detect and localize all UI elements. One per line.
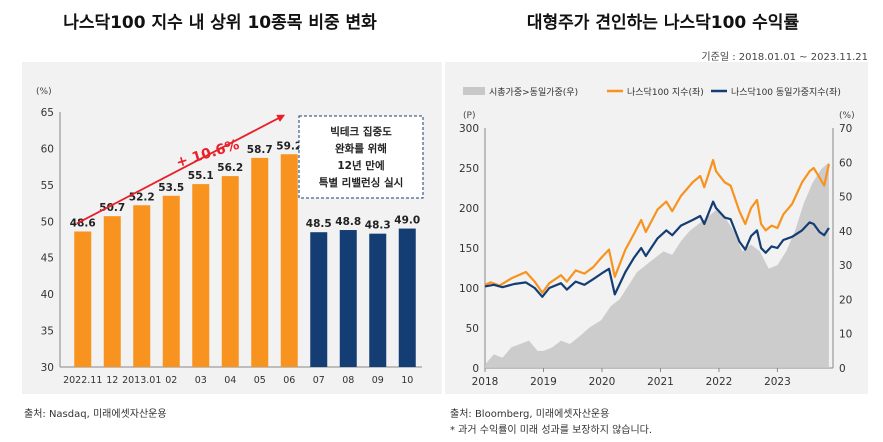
left-tick-label: 250 [459, 163, 479, 175]
right-tick-label: 30 [839, 260, 852, 272]
bar-value-label: 48.6 [70, 217, 96, 229]
bar [339, 230, 357, 367]
left-chart-title: 나스닥100 지수 내 상위 10종목 비중 변화 [63, 13, 377, 33]
x-tick-label: 03 [195, 375, 207, 386]
right-source: 출처: Bloomberg, 미래에셋자산운용 [450, 409, 610, 420]
right-tick-label: 50 [839, 192, 852, 204]
bar-value-label: 48.8 [335, 216, 361, 228]
x-tick-label: 02 [165, 375, 177, 386]
y-tick-label: 55 [41, 180, 54, 192]
y-tick-label: 65 [41, 107, 54, 119]
line-chart: 시총가중>동일가중(우) 나스닥100 지수(좌) 나스닥100 동일가중지수(좌)… [459, 87, 855, 388]
legend-label: 나스닥100 동일가중지수(좌) [731, 87, 841, 98]
y-tick-label: 45 [41, 253, 54, 265]
right-tick-label: 70 [839, 123, 852, 135]
bar-value-label: 48.5 [306, 218, 332, 230]
area-series-cap-vs-equal [485, 162, 829, 368]
left-tick-label: 50 [466, 323, 479, 335]
y-tick-label: 50 [41, 216, 54, 228]
bar [369, 233, 387, 367]
y-tick-label: 40 [41, 289, 54, 301]
left-tick-label: 150 [459, 243, 479, 255]
bar [398, 228, 416, 367]
x-tick-label: 10 [401, 375, 413, 386]
legend-swatch-gray [463, 87, 485, 95]
base-date: 기준일 : 2018.01.01 ~ 2023.11.21 [701, 52, 868, 63]
annotation-line: 빅테크 집중도 [330, 125, 392, 138]
right-axis-unit: (%) [839, 111, 855, 121]
left-tick-label: 0 [472, 363, 479, 375]
line-series-nasdaq100-equal-weight [484, 200, 830, 298]
x-tick-label: 2021 [647, 376, 674, 388]
bar-value-label: 59.2 [276, 140, 302, 152]
bar-value-label: 58.7 [247, 144, 273, 156]
bar-value-label: 48.3 [365, 220, 391, 232]
legend-label: 시총가중>동일가중(우) [489, 87, 578, 98]
bar [74, 231, 92, 367]
bar [280, 154, 298, 367]
right-tick-label: 0 [839, 363, 846, 375]
y-tick-label: 60 [41, 143, 54, 155]
left-axis-unit: (P) [463, 111, 475, 121]
bar-value-label: 56.2 [217, 162, 243, 174]
bar-value-label: 55.1 [188, 170, 214, 182]
bar-chart: (%) 30 35 40 45 50 55 60 65 48.6 2022.11 50.7 12 52.2… [36, 87, 424, 386]
bar-value-label: 49.0 [394, 215, 420, 227]
x-tick-label: 2020 [589, 376, 616, 388]
left-tick-label: 100 [459, 283, 479, 295]
y-tick-label: 30 [41, 362, 54, 374]
trend-arrow [76, 114, 286, 225]
annotation-line: 12년 만에 [337, 159, 384, 172]
x-tick-label: 07 [313, 375, 325, 386]
x-tick-label: 2022 [706, 376, 733, 388]
y-tick-label: 35 [41, 326, 54, 338]
bar [103, 216, 121, 367]
annotation-line: 특별 리밸런싱 실시 [319, 176, 404, 189]
right-note: * 과거 수익률이 미래 성과를 보장하지 않습니다. [450, 425, 653, 436]
x-tick-label: 2023 [764, 376, 791, 388]
line-series-nasdaq100 [484, 158, 830, 294]
bar-value-label: 52.2 [129, 191, 155, 203]
right-chart-title: 대형주가 견인하는 나스닥100 수익률 [526, 13, 800, 33]
x-tick-label: 09 [372, 375, 384, 386]
x-tick-label: 2018 [472, 376, 499, 388]
x-tick-label: 2022.11 [63, 375, 102, 386]
left-tick-label: 300 [459, 123, 479, 135]
bar-value-label: 50.7 [99, 202, 125, 214]
bar [192, 184, 210, 367]
x-tick-label: 2013.01 [122, 375, 161, 386]
annotation-line: 완화를 위해 [335, 142, 387, 155]
x-tick-label: 12 [106, 375, 118, 386]
right-tick-label: 10 [839, 329, 852, 341]
bar [310, 232, 328, 367]
x-tick-label: 05 [254, 375, 266, 386]
bar [133, 205, 151, 367]
x-tick-label: 2019 [530, 376, 557, 388]
bar [251, 157, 269, 367]
x-tick-label: 08 [342, 375, 354, 386]
annotation-box [298, 115, 424, 199]
bar-value-label: 53.5 [158, 182, 184, 194]
x-tick-label: 06 [283, 375, 295, 386]
x-tick-label: 04 [224, 375, 236, 386]
legend-label: 나스닥100 지수(좌) [627, 87, 704, 98]
right-tick-label: 40 [839, 226, 852, 238]
right-tick-label: 20 [839, 294, 852, 306]
bar [221, 176, 239, 367]
left-source: 출처: Nasdaq, 미래에셋자산운용 [24, 409, 167, 420]
right-chart-panel: 시총가중>동일가중(우) 나스닥100 지수(좌) 나스닥100 동일가중지수(좌)… [445, 62, 868, 394]
y-axis-label: (%) [36, 87, 52, 97]
bar [162, 195, 180, 367]
left-tick-label: 200 [459, 203, 479, 215]
left-chart-panel: (%) 30 35 40 45 50 55 60 65 48.6 2022.11 50.7 12 52.2… [22, 62, 442, 394]
right-tick-label: 60 [839, 157, 852, 169]
